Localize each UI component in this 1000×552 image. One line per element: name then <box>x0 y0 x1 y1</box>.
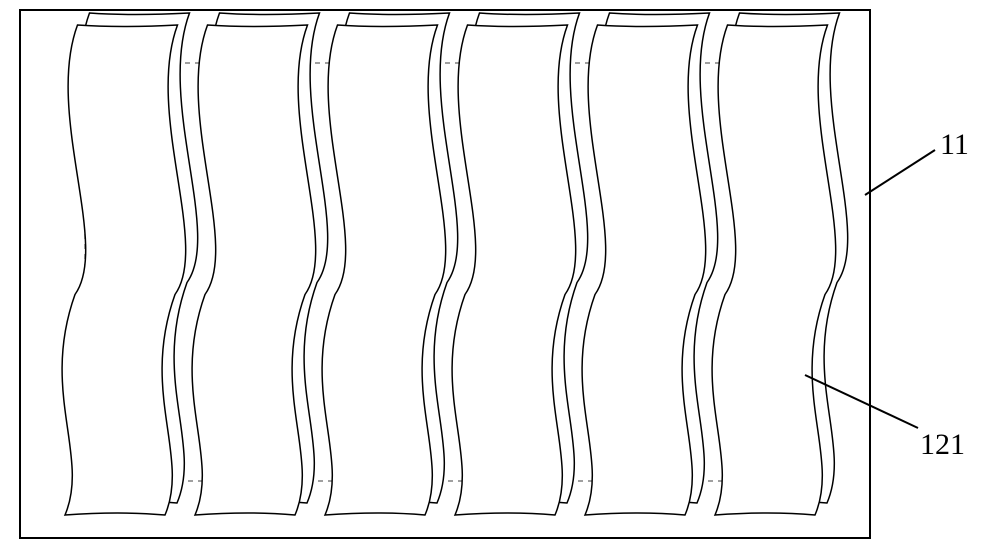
ribbons-group <box>62 13 848 515</box>
label-11: 11 <box>940 130 969 160</box>
ribbon-front <box>452 25 576 515</box>
label-121: 121 <box>920 430 965 460</box>
diagram-svg <box>0 0 1000 552</box>
ribbon-front <box>62 25 186 515</box>
ribbon-front <box>322 25 446 515</box>
diagram-stage: 11 121 <box>0 0 1000 552</box>
ribbon-front <box>192 25 316 515</box>
ribbon-front <box>712 25 836 515</box>
leader-11 <box>865 150 935 195</box>
ribbon-front <box>582 25 706 515</box>
